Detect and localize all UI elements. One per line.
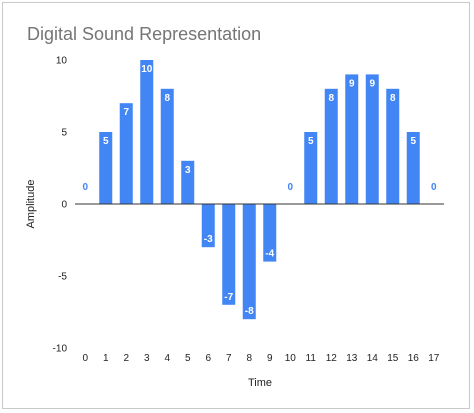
bar: [222, 204, 236, 305]
x-tick-label: 3: [144, 353, 150, 364]
x-tick-label: 13: [346, 353, 358, 364]
x-tick-label: 9: [267, 353, 273, 364]
bar: [345, 74, 359, 205]
bar-data-label: 10: [141, 64, 153, 75]
y-tick-label: 10: [56, 56, 68, 67]
x-tick-label: 15: [387, 353, 399, 364]
bar-data-label: -4: [265, 249, 274, 260]
x-tick-label: 6: [205, 353, 211, 364]
y-tick-label: 5: [61, 128, 67, 139]
bar-data-label: -8: [245, 306, 254, 317]
bar: [99, 132, 113, 204]
bar-data-label: 0: [82, 182, 88, 193]
bar-data-label: 0: [431, 182, 437, 193]
x-tick-label: 8: [246, 353, 252, 364]
x-axis-ticks: 0 1 2 3 4 5 6 7 8 9 10 11 12 13 14 15 16 17: [82, 353, 439, 364]
bar: [365, 74, 379, 205]
bar-data-labels: 0 5 7 10 8 3 -3 -7 -8 -4 0 5 8 9 9 8 5 0: [82, 64, 437, 317]
x-tick-label: 7: [226, 353, 232, 364]
bar-series: [99, 60, 420, 320]
bar-data-label: 8: [390, 93, 396, 104]
bar-data-label: 5: [308, 136, 314, 147]
x-tick-label: 2: [123, 353, 129, 364]
bar-data-label: 7: [123, 107, 129, 118]
bar-data-label: 5: [410, 136, 416, 147]
bar: [324, 88, 338, 204]
bar: [119, 103, 133, 204]
x-tick-label: 17: [428, 353, 440, 364]
bar-data-label: 9: [369, 78, 375, 89]
bar: [263, 204, 277, 262]
bar: [140, 60, 154, 204]
y-axis-ticks: 10 5 0 -5 -10: [53, 56, 68, 355]
y-tick-label: -5: [58, 272, 67, 283]
bar: [406, 132, 420, 204]
x-tick-label: 10: [285, 353, 297, 364]
y-tick-label: 0: [61, 200, 67, 211]
chart-title: Digital Sound Representation: [27, 24, 262, 44]
bar: [386, 88, 400, 204]
chart-frame: Digital Sound Representation: [2, 2, 470, 409]
bar-data-label: 8: [328, 93, 334, 104]
x-tick-label: 14: [367, 353, 379, 364]
bar: [181, 160, 195, 204]
x-tick-label: 0: [82, 353, 88, 364]
bar: [160, 88, 174, 204]
x-tick-label: 1: [103, 353, 109, 364]
bar: [242, 204, 256, 320]
bar: [201, 204, 215, 248]
y-axis-label: Amplitude: [25, 180, 37, 229]
y-tick-label: -10: [53, 344, 68, 355]
bar-data-label: -3: [204, 234, 213, 245]
bar-data-label: -7: [224, 292, 233, 303]
x-tick-label: 12: [326, 353, 338, 364]
bar-data-label: 9: [349, 78, 355, 89]
x-axis-label: Time: [248, 377, 272, 389]
x-tick-label: 11: [306, 353, 317, 364]
bar-data-label: 8: [164, 93, 170, 104]
bar-data-label: 0: [287, 182, 293, 193]
bar-data-label: 3: [185, 165, 191, 176]
x-tick-label: 16: [408, 353, 420, 364]
bar-data-label: 5: [103, 136, 109, 147]
bar: [304, 132, 318, 204]
x-tick-label: 4: [164, 353, 170, 364]
x-tick-label: 5: [185, 353, 191, 364]
